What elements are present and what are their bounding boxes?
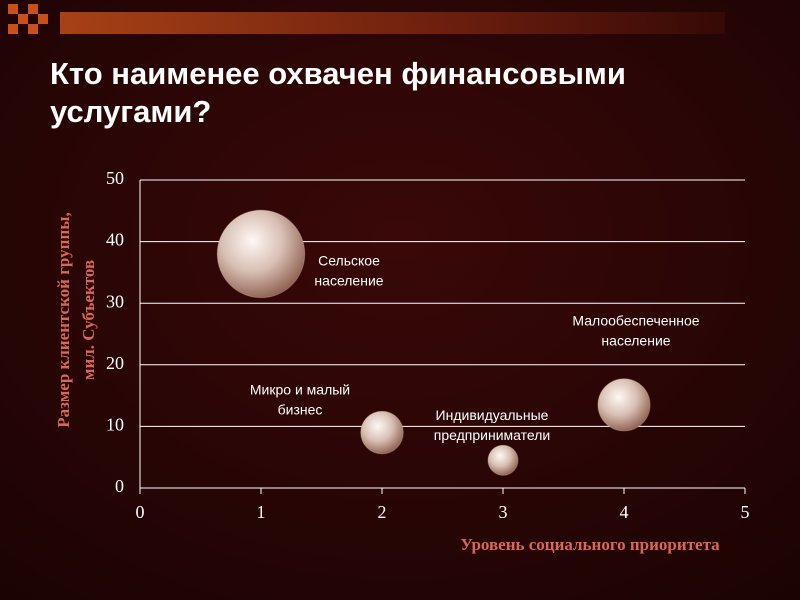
y-tick-label: 30 (106, 291, 124, 311)
x-tick-label: 5 (741, 502, 750, 522)
chart-title: Кто наименее охвачен финансовыми (50, 56, 626, 91)
bubble (360, 410, 404, 455)
y-tick-label: 20 (106, 353, 124, 373)
x-tick-label: 2 (378, 502, 387, 522)
bubble-label: население (314, 273, 383, 289)
bubble-label: Малообеспеченное (572, 313, 699, 329)
bubble-label: Индивидуальные (436, 407, 549, 423)
bubble (216, 209, 306, 299)
decor-squares (8, 4, 48, 34)
bubble-label: Сельское (318, 253, 380, 269)
bubble-label: население (601, 333, 670, 349)
bubble-label: Микро и малый (250, 381, 350, 397)
decor-strip (60, 12, 725, 34)
y-tick-label: 0 (115, 476, 124, 496)
x-axis-label: Уровень социального приоритета (460, 535, 720, 554)
bubble (597, 378, 651, 432)
bubble-label: предприниматели (434, 427, 550, 443)
bubble (487, 444, 519, 476)
bubble-label: бизнес (278, 401, 323, 417)
y-axis-label: мил. Субъектов (79, 260, 98, 380)
x-tick-label: 0 (136, 502, 145, 522)
chart-title: услугами? (50, 94, 211, 129)
y-tick-label: 40 (106, 230, 124, 250)
x-tick-label: 4 (620, 502, 629, 522)
y-tick-label: 50 (106, 168, 124, 188)
x-tick-label: 3 (499, 502, 508, 522)
y-axis-label: Размер клиентской группы, (54, 212, 73, 428)
y-tick-label: 10 (106, 415, 124, 435)
x-tick-label: 1 (257, 502, 266, 522)
